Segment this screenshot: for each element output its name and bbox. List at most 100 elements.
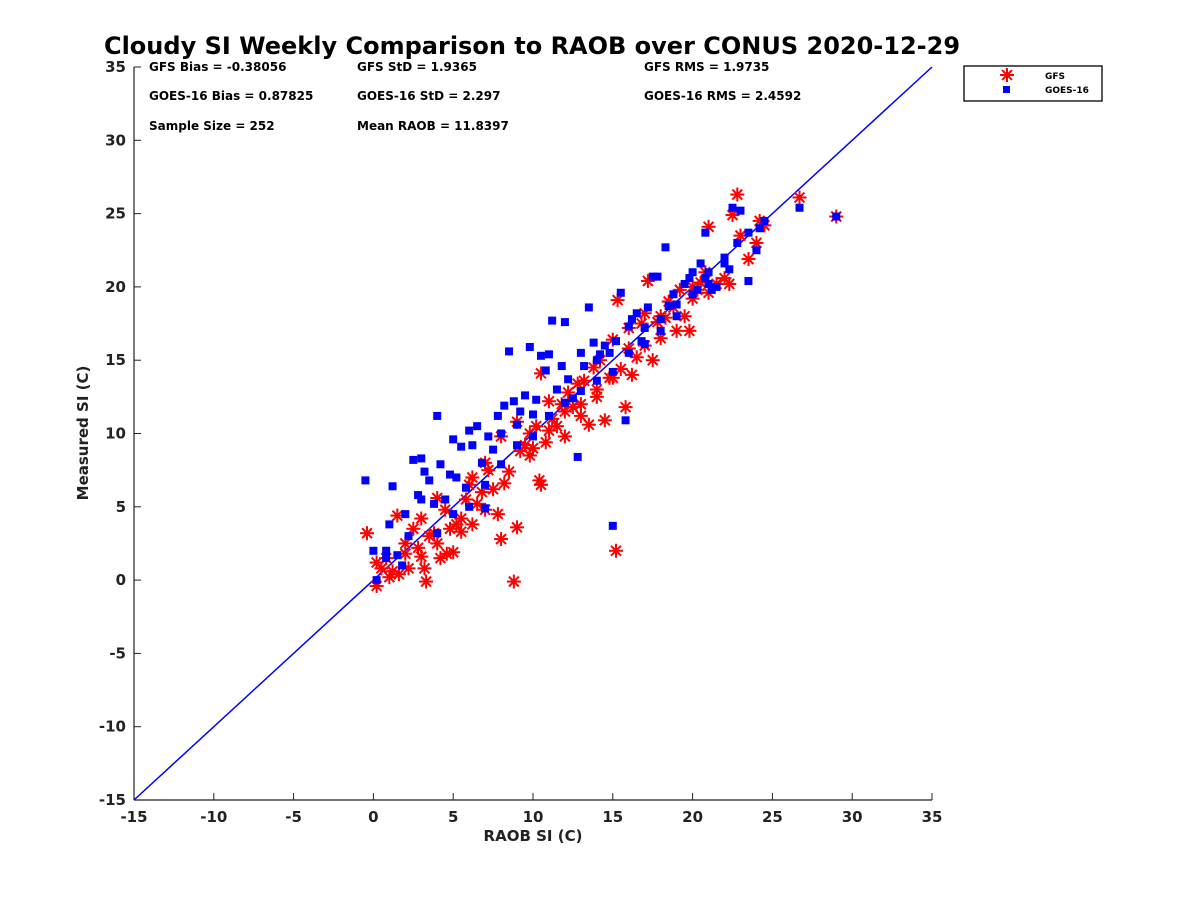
x-tick-label: 5 [448,808,458,826]
goes16-point [656,326,665,335]
goes16-point [557,362,566,371]
goes16-point [608,367,617,376]
goes16-point [425,476,434,485]
goes16-point [521,391,530,400]
goes16-point [446,470,455,479]
goes16-point [661,243,670,252]
goes16-point [449,510,458,519]
goes16-point [548,316,557,325]
goes16-point [685,274,694,283]
goes16-point [369,546,378,555]
gfs-point [792,190,807,205]
legend: GFS GOES-16 [963,65,1103,102]
gfs-point [608,543,623,558]
goes16-point [664,301,673,310]
goes16-point [560,318,569,327]
goes16-point [760,216,769,225]
stat-goes-rms: GOES-16 RMS = 2.4592 [644,89,801,103]
gfs-point [597,413,612,428]
gfs-point [541,394,556,409]
legend-goes16-label: GOES-16 [1045,86,1089,96]
goes16-point [564,375,573,384]
stat-gfs-std: GFS StD = 1.9365 [357,60,477,74]
goes16-point [733,238,742,247]
goes16-point [696,259,705,268]
gfs-point [446,545,461,560]
goes16-point [755,224,764,233]
gfs-point [391,567,406,582]
goes16-point [544,350,553,359]
x-tick-label: -15 [120,808,147,826]
gfs-point [533,477,548,492]
gfs-point [465,470,480,485]
gfs-point [741,252,756,267]
y-tick-label: 25 [105,205,126,223]
goes16-point [441,495,450,504]
y-tick-label: -15 [99,791,126,809]
x-tick-label: 35 [922,808,943,826]
goes16-point [656,315,665,324]
goes16-point [433,529,442,538]
x-tick-label: 30 [842,808,863,826]
goes16-point [592,356,601,365]
goes16-point [398,561,407,570]
gfs-point [419,574,434,589]
goes16-point [621,416,630,425]
gfs-point [430,536,445,551]
goes16-point [592,376,601,385]
y-tick-label: 0 [116,571,126,589]
y-tick-label: 35 [105,58,126,76]
gfs-point [730,187,745,202]
x-tick-label: 25 [762,808,783,826]
x-tick-label: 20 [682,808,703,826]
goes16-point [584,303,593,312]
goes16-point [672,300,681,309]
goes16-point [414,491,423,500]
y-ticks: -15 -10 -5 0 5 10 15 20 25 30 35 [99,58,141,809]
gfs-point [494,532,509,547]
goes16-point [430,499,439,508]
gfs-point [581,417,596,432]
goes16-point [568,394,577,403]
goes16-point [529,410,537,419]
gfs-point [414,511,429,526]
goes16-point [707,285,716,294]
goes16-point [640,340,649,349]
goes16-point [752,246,761,255]
gfs-point [669,323,684,338]
goes16-point [481,504,490,513]
goes16-point [433,411,442,420]
goes16-point [552,385,561,394]
goes16-point [505,347,514,356]
goes16-point [580,362,589,371]
goes16-point [361,476,370,485]
goes16-point [701,228,710,237]
stat-goes-std: GOES-16 StD = 2.297 [357,89,500,103]
goes16-point [461,483,470,492]
gfs-point [465,517,480,532]
goes16-point [648,272,657,281]
stat-gfs-bias: GFS Bias = -0.38056 [149,60,286,74]
goes16-point [605,348,614,357]
gfs-point [725,208,740,223]
goes16-point [640,323,649,332]
stat-goes-bias: GOES-16 Bias = 0.87825 [149,89,313,103]
goes16-point [672,312,681,321]
goes16-point [525,343,534,352]
gfs-point [382,570,397,585]
y-tick-label: 20 [105,278,126,296]
gfs-point [454,524,469,539]
goes16-point [704,279,713,288]
goes16-point [744,228,753,237]
legend-gfs-asterisk [1000,68,1014,82]
goes16-point [589,338,598,347]
stat-gfs-rms: GFS RMS = 1.9735 [644,60,769,74]
goes16-point [704,268,713,277]
goes16-point [497,460,506,469]
legend-gfs-marker [1000,68,1014,82]
goes16-point [401,510,410,519]
goes16-point [529,432,537,441]
gfs-point [682,323,697,338]
gfs-point [557,429,572,444]
